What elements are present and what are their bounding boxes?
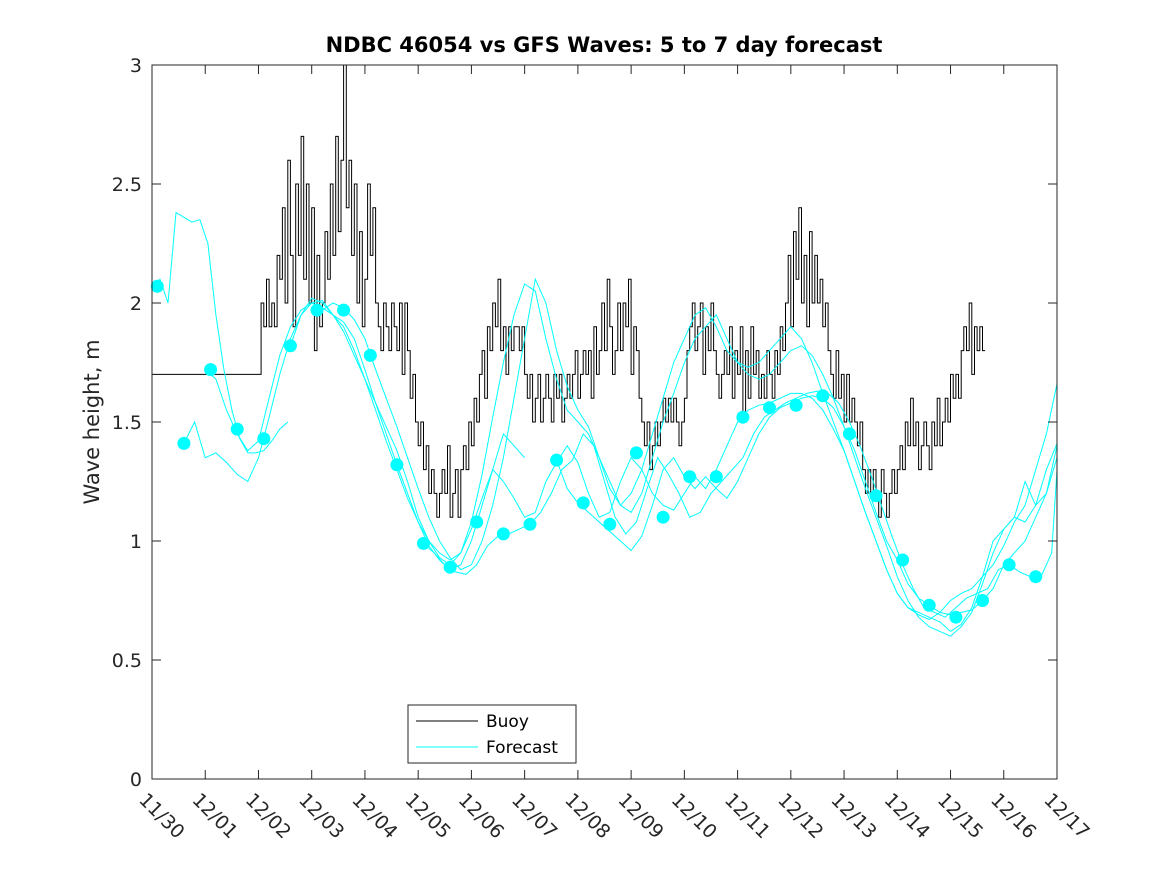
forecast-series-line-4 <box>289 283 1058 633</box>
forecast-marker <box>816 389 830 403</box>
forecast-marker <box>470 515 484 529</box>
legend-box <box>407 704 577 764</box>
forecast-marker <box>656 510 670 524</box>
forecast-marker <box>1029 570 1043 584</box>
forecast-marker <box>629 446 643 460</box>
forecast-series-line-7 <box>556 395 1058 616</box>
buoy-series-line <box>152 64 986 518</box>
forecast-marker <box>1002 558 1016 572</box>
forecast-marker <box>550 453 564 467</box>
forecast-marker <box>976 594 989 607</box>
y-tick-label: 2.5 <box>112 174 142 196</box>
y-tick-label: 0.5 <box>112 650 142 672</box>
forecast-marker <box>683 470 697 484</box>
forecast-marker <box>603 517 617 531</box>
forecast-marker <box>789 398 803 412</box>
forecast-marker <box>257 432 271 446</box>
forecast-series-line-2 <box>183 300 1058 621</box>
forecast-marker <box>443 560 457 574</box>
forecast-marker <box>204 363 218 377</box>
series-layer <box>150 64 1058 637</box>
forecast-marker <box>709 470 723 484</box>
forecast-marker <box>417 536 430 550</box>
legend: Buoy Forecast <box>407 704 577 764</box>
chart-title: NDBC 46054 vs GFS Waves: 5 to 7 day fore… <box>326 33 883 57</box>
forecast-marker <box>842 427 856 441</box>
forecast-marker <box>576 496 590 510</box>
forecast-marker <box>736 410 750 424</box>
forecast-marker <box>949 610 963 624</box>
forecast-marker <box>310 303 324 317</box>
forecast-marker <box>230 422 244 436</box>
legend-forecast-label: Forecast <box>486 738 558 758</box>
forecast-marker <box>763 401 776 415</box>
forecast-marker <box>496 527 510 541</box>
forecast-marker <box>869 489 883 503</box>
y-tick-label: 1.5 <box>112 412 142 434</box>
y-tick-label: 3 <box>130 55 142 77</box>
forecast-marker <box>363 348 377 362</box>
forecast-marker <box>337 303 351 317</box>
y-tick-label: 1 <box>130 531 142 553</box>
y-tick-label: 0 <box>130 769 142 791</box>
forecast-series-line-5 <box>322 277 1058 637</box>
forecast-marker <box>896 553 910 567</box>
forecast-marker <box>390 458 404 472</box>
forecast-marker <box>922 598 936 612</box>
forecast-marker <box>150 279 164 293</box>
forecast-marker <box>283 339 297 353</box>
forecast-series-line-1 <box>151 211 289 454</box>
y-axis-label: Wave height, m <box>80 339 104 504</box>
legend-buoy-label: Buoy <box>486 712 529 732</box>
forecast-marker <box>523 517 537 531</box>
y-tick-label: 2 <box>130 293 142 315</box>
forecast-marker <box>177 436 191 450</box>
